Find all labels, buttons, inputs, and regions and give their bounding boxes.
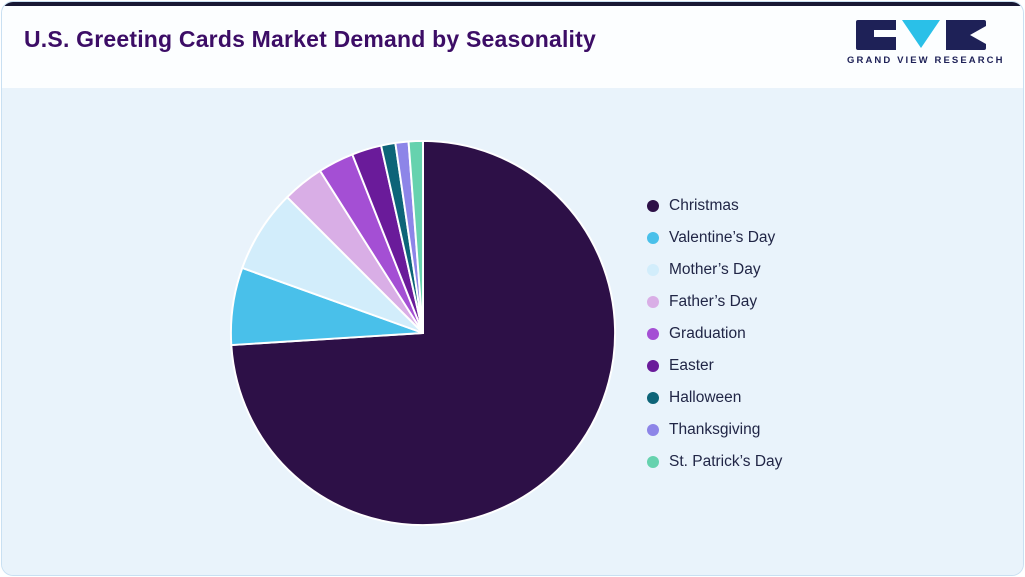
legend-item: Easter	[647, 356, 782, 375]
legend-dot-icon	[647, 327, 659, 340]
legend-dot-icon	[647, 423, 659, 436]
pie-svg	[229, 139, 617, 527]
pie-chart	[227, 137, 619, 529]
legend-label: Halloween	[669, 388, 742, 406]
legend-label: Graduation	[669, 324, 746, 342]
legend-label: Thanksgiving	[669, 420, 761, 438]
legend-item: St. Patrick’s Day	[647, 452, 782, 471]
brand-logo: GRAND VIEW RESEARCH	[847, 20, 1005, 66]
legend-dot-icon	[647, 359, 659, 372]
legend-item: Christmas	[647, 196, 782, 215]
page-title: U.S. Greeting Cards Market Demand by Sea…	[24, 26, 596, 52]
legend-dot-icon	[647, 199, 659, 212]
legend-dot-icon	[647, 231, 659, 244]
logo-g-icon	[856, 20, 896, 50]
top-accent-bar	[2, 2, 1023, 6]
legend-dot-icon	[647, 391, 659, 404]
legend-item: Thanksgiving	[647, 420, 782, 439]
header: U.S. Greeting Cards Market Demand by Sea…	[2, 6, 1023, 89]
legend-label: St. Patrick’s Day	[669, 452, 783, 470]
legend-label: Christmas	[669, 196, 739, 214]
logo-v-icon	[902, 20, 940, 48]
legend-label: Father’s Day	[669, 292, 758, 310]
logo-r-icon	[946, 20, 986, 50]
pie-slice-st-patrick-s-day	[407, 139, 424, 334]
legend-label: Easter	[669, 356, 714, 374]
legend-label: Mother’s Day	[669, 260, 761, 278]
legend-item: Valentine’s Day	[647, 228, 782, 247]
legend-item: Graduation	[647, 324, 782, 343]
gvr-logo-icon	[847, 20, 995, 50]
legend-label: Valentine’s Day	[669, 228, 776, 246]
legend-item: Mother’s Day	[647, 260, 782, 279]
legend-item: Halloween	[647, 388, 782, 407]
chart-area: Christmas Valentine’s Day Mother’s Day Fath…	[2, 88, 1023, 575]
legend-dot-icon	[647, 295, 659, 308]
legend: Christmas Valentine’s Day Mother’s Day Fath…	[647, 196, 782, 484]
brand-name: GRAND VIEW RESEARCH	[847, 55, 1005, 66]
legend-dot-icon	[647, 455, 659, 468]
legend-dot-icon	[647, 263, 659, 276]
legend-item: Father’s Day	[647, 292, 782, 311]
